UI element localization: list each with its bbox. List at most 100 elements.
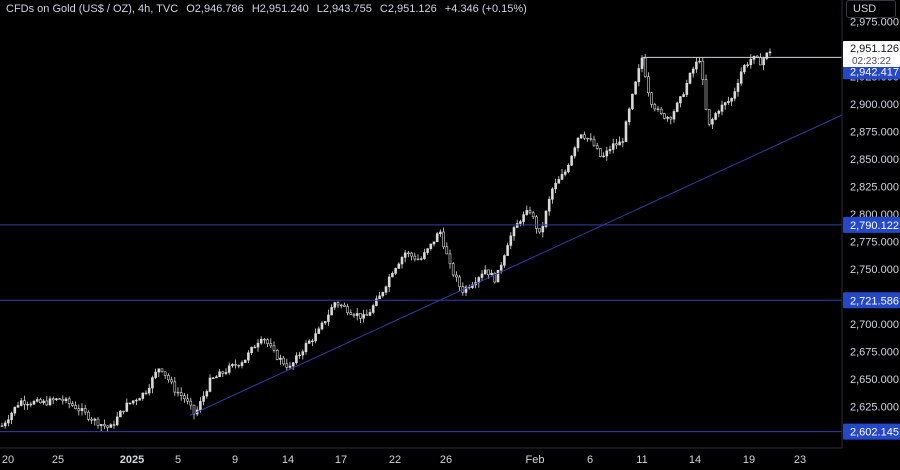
candle-body [282,357,285,365]
candle-body [23,400,26,405]
candle-body [288,365,292,368]
candle-body [423,252,426,259]
candle-body [727,101,730,103]
candle-body [141,392,145,399]
candle-body [397,263,401,269]
candle-body [176,391,180,394]
candle-body [656,108,660,111]
candle-body [259,338,263,344]
currency-button[interactable]: USD [846,0,896,18]
candle-body [87,411,90,420]
candle-body [592,138,596,147]
candle-body [61,398,65,402]
candle-body [496,269,500,283]
candle-body [669,117,673,120]
x-tick-label: Feb [526,454,545,466]
candle-body [10,412,13,421]
candle-body [154,371,157,378]
candle-body [432,241,436,245]
candle-body [419,258,423,260]
candle-body [256,342,260,348]
candle-body [426,248,429,253]
candle-body [451,263,455,276]
candle-body [327,314,330,322]
y-tick-label: 2,650.000 [850,374,899,386]
level-price-label: 2,602.145 [850,427,899,439]
candle-body [541,226,545,233]
candle-body [567,165,570,173]
candle-body [413,255,417,260]
candle-body [45,400,49,406]
candle-body [544,210,548,227]
candle-body [144,392,148,395]
candle-body [167,375,170,381]
candle-body [621,141,625,143]
candle-body [672,111,676,120]
x-tick-label: 20 [2,454,14,466]
candle-body [35,399,39,402]
level-price-label-box [843,292,900,309]
change-value: +4.346 (+0.15%) [444,3,527,15]
candle-body [115,416,119,426]
candle-body [384,286,388,293]
candle-body [67,398,71,404]
candle-body [227,365,231,373]
x-axis: 20 25 2025 5 9 14 17 22 26 Feb 6 11 14 19 23 [0,447,842,466]
candle-body [330,307,333,316]
candle-body [71,403,74,406]
candle-body [439,231,442,235]
candle-body [221,371,225,374]
candle-body [416,258,420,261]
candle-body [80,408,84,411]
candle-body [231,364,234,367]
candle-body [173,381,177,393]
candle-body [599,148,602,157]
candle-body [765,52,769,59]
candle-body [138,398,141,401]
symbol-label: CFDs on Gold (US$ / OZ), 4h, TVC [6,3,179,15]
candle-body [151,377,154,389]
candle-body [733,91,737,99]
candle-body [218,371,221,378]
candle-body [135,399,138,402]
candle-body [368,312,372,316]
candle-body [615,143,618,146]
candle-body [179,392,183,397]
level-price-label: 2,721.586 [850,295,899,307]
candle-body [483,269,487,275]
candle-body [573,147,577,157]
candle-body [576,137,580,149]
candle-body [349,312,353,315]
candle-body [106,425,109,428]
candle-body [499,264,503,271]
candle-body [589,138,593,140]
candle-body [355,313,359,316]
candle-body [128,402,132,405]
candle-body [627,108,631,123]
candle-body [215,376,218,379]
candles-layer [0,48,772,432]
x-tick-label: 2025 [120,454,144,466]
candle-body [352,314,356,316]
candle-body [531,212,535,218]
candle-body [272,345,276,351]
candle-body [605,150,609,157]
candle-body [19,400,23,406]
candle-body [269,343,273,347]
candle-body [464,286,468,293]
open-value: O2,946.786 [186,3,244,15]
candle-body [263,338,266,341]
candle-body [362,314,365,319]
x-tick-label: 23 [794,454,806,466]
candle-body [387,276,391,288]
y-tick-label: 2,825.000 [850,182,899,194]
candle-body [131,400,135,404]
x-tick-label: 9 [232,454,238,466]
candle-body [762,58,765,66]
candle-body [685,83,689,95]
candle-body [624,121,628,142]
candle-body [746,64,749,66]
candle-body [611,143,615,150]
x-tick-label: 22 [389,454,401,466]
